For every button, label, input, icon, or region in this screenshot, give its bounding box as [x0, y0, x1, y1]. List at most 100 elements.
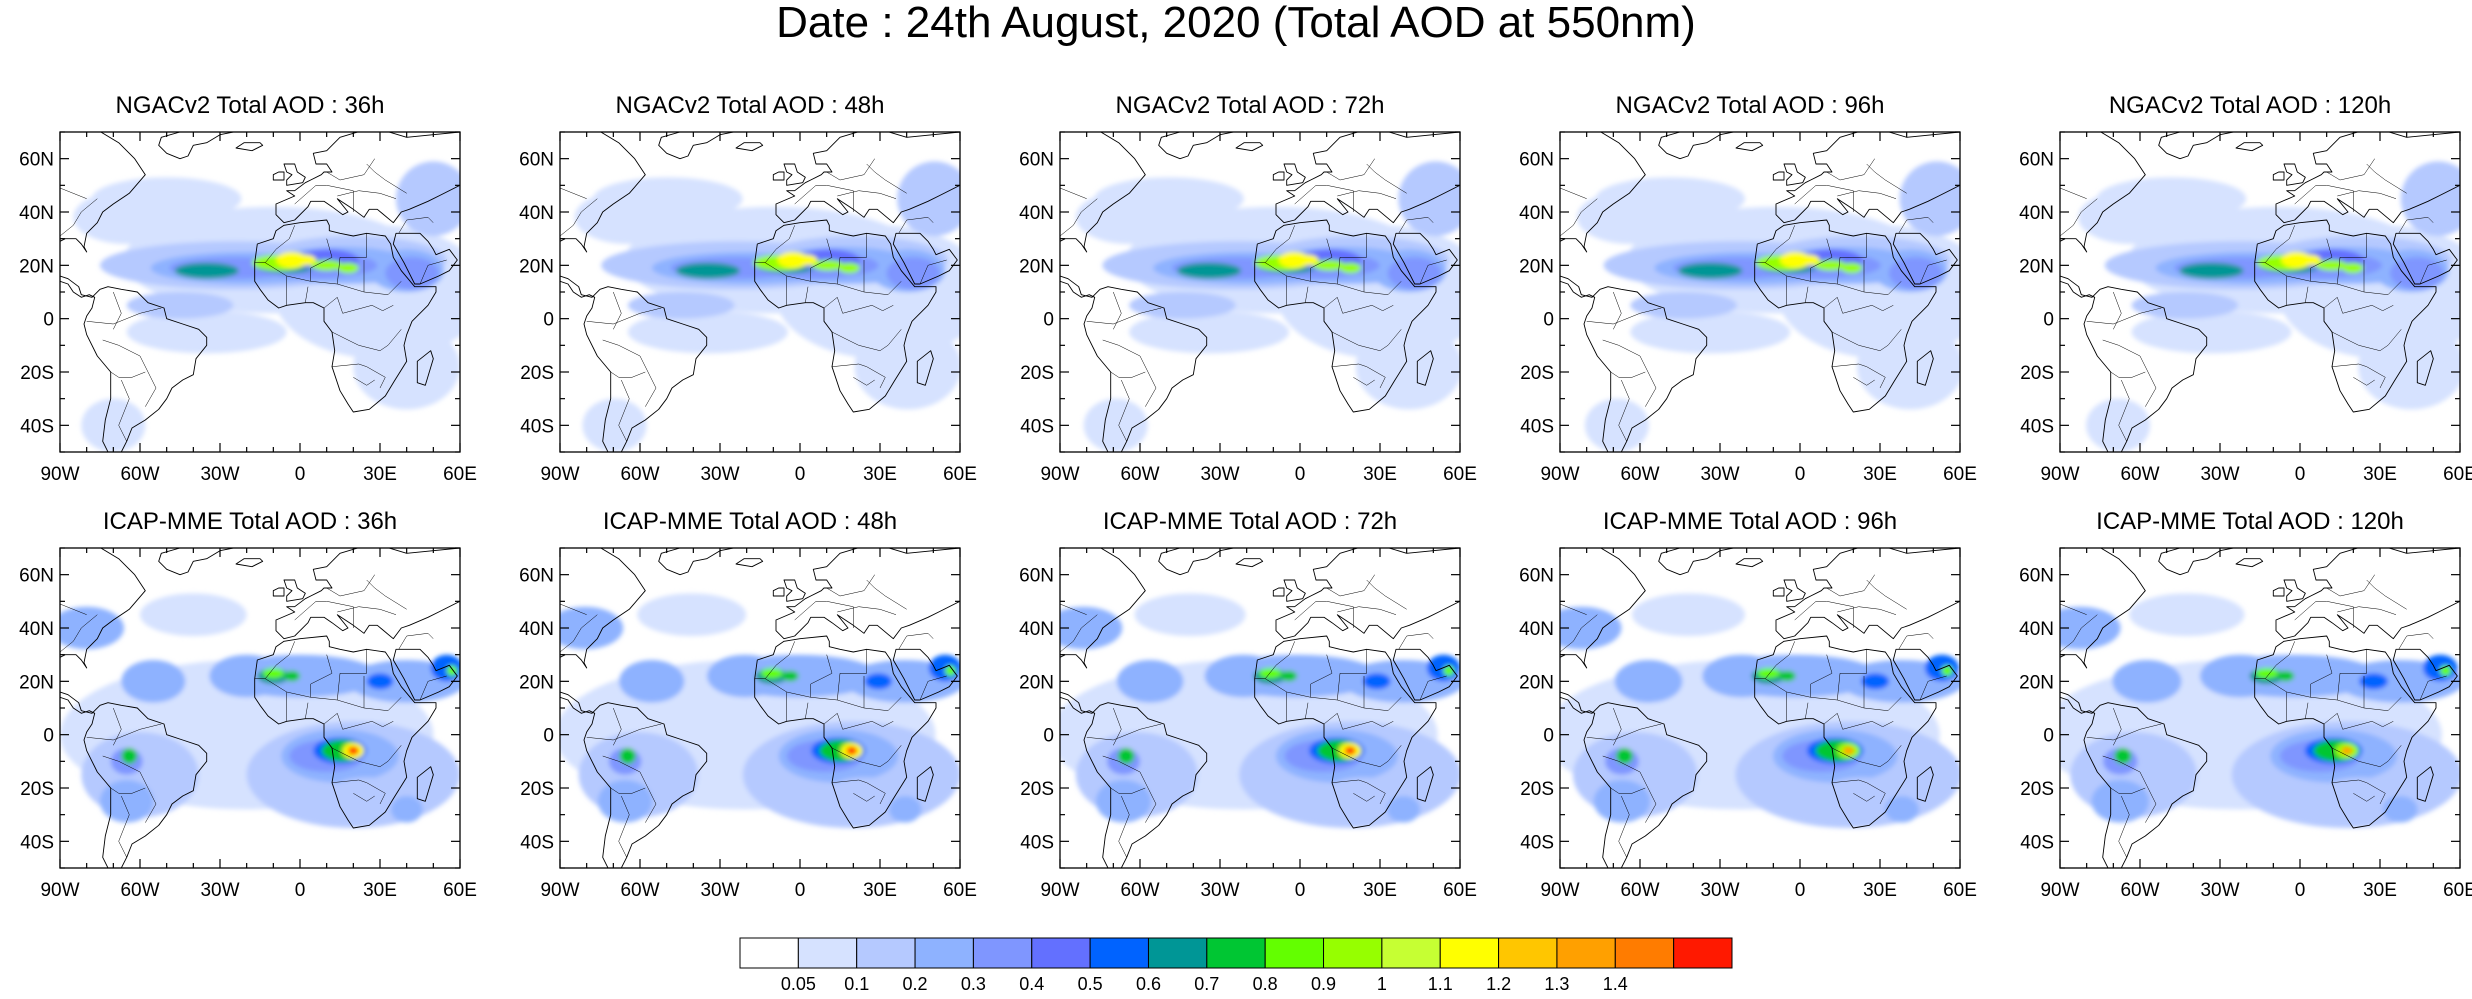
lon-tick-label: 30E: [1863, 880, 1897, 901]
lat-tick-label: 40N: [1519, 619, 1554, 640]
colorbar-swatch: [1089, 937, 1149, 969]
coastline-iceland: [735, 142, 764, 152]
axis-ticks: [2059, 547, 2461, 869]
lon-tick-label: 0: [1295, 464, 1306, 485]
coastline-arabia: [392, 648, 458, 701]
coastline-north-america: [1560, 548, 1646, 669]
colorbar-label: 1.2: [1486, 974, 1511, 994]
coastline-madagascar: [1416, 766, 1434, 802]
axis-labels: 90W 60W 30W 0 30E 60E 60N 40N 20N 0 20S 40S: [2019, 566, 2472, 901]
coastline-europe: [1775, 548, 1960, 640]
lon-tick-label: 90W: [40, 464, 79, 485]
lon-tick-label: 0: [295, 880, 306, 901]
coastline-central-south-america: [1560, 691, 1708, 868]
coastline-madagascar: [916, 766, 934, 802]
coastline-ireland: [1772, 171, 1785, 181]
coastline-greenland-tip: [658, 132, 734, 160]
coastline-greenland-tip: [1658, 132, 1734, 160]
axis-labels: 90W 60W 30W 0 30E 60E 60N 40N 20N 0 20S 40S: [519, 566, 977, 901]
lat-tick-label: 40N: [2019, 203, 2054, 224]
lat-tick-label: 0: [43, 310, 54, 331]
coastline-central-south-america: [1060, 275, 1208, 452]
colorbar-swatch: [1614, 937, 1675, 969]
lon-tick-label: 60E: [2443, 464, 2472, 485]
panel-title: NGACv2 Total AOD : 120h: [2108, 92, 2392, 119]
coastline-madagascar: [1916, 766, 1934, 802]
map-content: [1060, 548, 1460, 868]
colorbar-label: 1.3: [1544, 974, 1569, 994]
lat-tick-label: 40S: [2020, 832, 2054, 853]
lon-tick-label: 90W: [1040, 464, 1079, 485]
axis-ticks: [1059, 547, 1461, 869]
lat-tick-label: 40S: [20, 416, 54, 437]
lon-tick-label: 30W: [1200, 880, 1239, 901]
aod-map: 90W 60W 30W 0 30E 60E 60N 40N 20N 0 20S 40S: [519, 131, 977, 485]
coastline-ireland: [772, 171, 785, 181]
lon-tick-label: 90W: [2040, 880, 2079, 901]
map-content: [60, 548, 460, 868]
map-content: [2060, 132, 2460, 452]
panel-title: ICAP-MME Total AOD : 48h: [602, 508, 898, 535]
coastline-ireland: [2272, 587, 2285, 597]
coastline-madagascar: [1916, 350, 1934, 386]
axis-ticks: [559, 131, 961, 453]
lat-tick-label: 40N: [2019, 619, 2054, 640]
country-borders: [2060, 158, 2447, 442]
lat-tick-label: 40N: [519, 203, 554, 224]
aod-field: [1577, 161, 1960, 452]
map-content: [560, 132, 960, 452]
coastline-great-britain: [2283, 579, 2306, 602]
colorbar-swatch: [1147, 937, 1208, 969]
lon-tick-label: 30W: [2200, 464, 2239, 485]
colorbar-label: 0.8: [1253, 974, 1278, 994]
lon-tick-label: 90W: [1540, 464, 1579, 485]
lat-tick-label: 60N: [1519, 150, 1554, 171]
lon-tick-label: 30W: [2200, 880, 2239, 901]
coastline-ireland: [1272, 171, 1285, 181]
colorbar-swatch: [797, 937, 858, 969]
colorbar-swatch: [1206, 937, 1266, 969]
lon-tick-label: 60W: [620, 880, 659, 901]
lon-tick-label: 30W: [700, 880, 739, 901]
aod-map: 90W 60W 30W 0 30E 60E 60N 40N 20N 0 20S 40S: [1019, 131, 1477, 485]
coastlines: [560, 548, 960, 868]
coastline-central-south-america: [1060, 691, 1208, 868]
coastline-europe: [2275, 548, 2460, 640]
lon-tick-label: 0: [2295, 464, 2306, 485]
lat-tick-label: 20S: [1020, 779, 1054, 800]
lat-tick-label: 60N: [519, 566, 554, 587]
colorbar-label: 0.3: [961, 974, 986, 994]
country-borders: [2060, 574, 2447, 858]
lat-tick-label: 60N: [2019, 566, 2054, 587]
coastline-iceland: [235, 142, 264, 152]
lon-tick-label: 60W: [1120, 464, 1159, 485]
coastlines: [2060, 548, 2460, 868]
coastline-africa: [2254, 635, 2437, 829]
lon-tick-label: 60E: [1443, 464, 1477, 485]
axis-ticks: [1059, 131, 1461, 453]
panel-title: ICAP-MME Total AOD : 72h: [1102, 508, 1398, 535]
lat-tick-label: 20N: [2019, 672, 2054, 693]
coastlines: [1060, 548, 1460, 868]
lat-tick-label: 0: [543, 726, 554, 747]
colorbar-label: 0.6: [1136, 974, 1161, 994]
aod-field: [2078, 161, 2460, 452]
coastlines: [60, 132, 460, 452]
lon-tick-label: 30E: [1363, 880, 1397, 901]
lon-tick-label: 0: [795, 464, 806, 485]
lat-tick-label: 60N: [1019, 150, 1054, 171]
coastline-greenland-tip: [158, 548, 234, 576]
coastline-central-south-america: [2060, 275, 2208, 452]
lat-tick-label: 20N: [1019, 672, 1054, 693]
coastline-europe: [1275, 132, 1460, 224]
lat-tick-label: 20S: [1520, 779, 1554, 800]
lat-tick-label: 60N: [19, 150, 54, 171]
lat-tick-label: 0: [2043, 726, 2054, 747]
lon-tick-label: 0: [2295, 880, 2306, 901]
colorbar-label: 0.7: [1194, 974, 1219, 994]
lon-tick-label: 60E: [943, 880, 977, 901]
lon-tick-label: 60E: [2443, 880, 2472, 901]
axis-labels: 90W 60W 30W 0 30E 60E 60N 40N 20N 0 20S 40S: [1019, 566, 1477, 901]
panel-title: ICAP-MME Total AOD : 120h: [2096, 508, 2404, 535]
panel-title: NGACv2 Total AOD : 48h: [615, 92, 885, 119]
